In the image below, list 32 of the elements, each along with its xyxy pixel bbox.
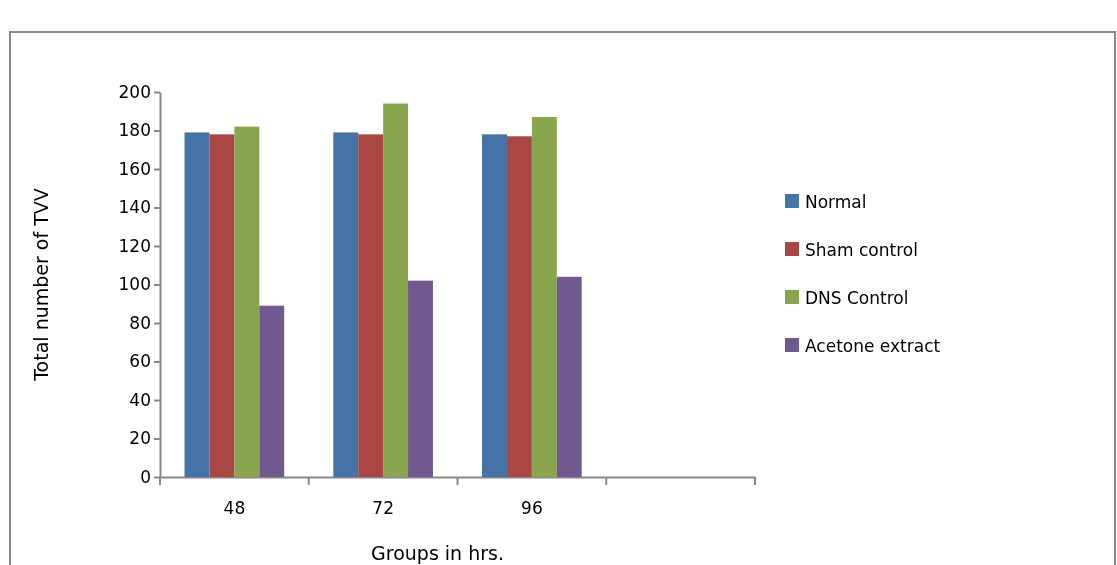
x-tick-label: 48 <box>223 498 246 518</box>
bar <box>358 134 384 477</box>
x-tick-label: 96 <box>521 498 543 518</box>
y-tick-label: 200 <box>118 81 151 102</box>
y-tick-label: 20 <box>129 428 151 449</box>
x-axis-title: Groups in hrs. <box>371 542 504 564</box>
bar <box>482 134 507 477</box>
y-tick-label: 40 <box>129 389 151 410</box>
legend-label: Normal <box>805 192 867 212</box>
bar <box>556 276 582 477</box>
y-tick-label: 60 <box>129 351 151 372</box>
y-tick-label: 100 <box>118 274 151 295</box>
y-tick-label: 160 <box>118 158 151 179</box>
legend-label: DNS Control <box>805 288 909 308</box>
bar <box>209 134 235 477</box>
legend-label: Sham control <box>805 240 918 260</box>
y-tick-label: 0 <box>140 466 151 487</box>
bar <box>184 132 210 477</box>
bar <box>383 103 409 477</box>
y-axis-title: Total number of TVV <box>30 188 52 382</box>
y-tick-label: 80 <box>129 312 151 333</box>
bar <box>333 132 359 477</box>
y-tick-label: 180 <box>118 120 151 141</box>
legend-label: Acetone extract <box>805 336 941 356</box>
bar <box>531 117 557 477</box>
bar <box>259 305 285 477</box>
bar <box>506 136 532 477</box>
bar <box>408 280 433 477</box>
x-tick-label: 72 <box>372 498 394 518</box>
y-tick-label: 120 <box>118 235 151 256</box>
bar <box>234 126 260 477</box>
y-tick-label: 140 <box>118 197 151 218</box>
